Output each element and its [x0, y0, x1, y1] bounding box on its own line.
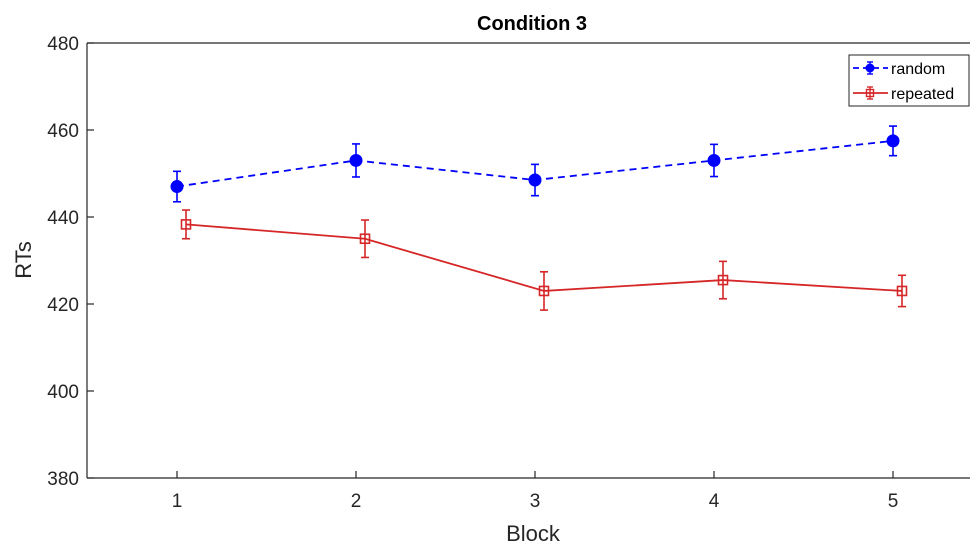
- y-tick-label: 420: [47, 295, 79, 316]
- data-point-random: [170, 180, 184, 194]
- data-point-repeated: [180, 219, 192, 230]
- plot-area: 380 400 420 440 460 480 1 2 3 4 5: [47, 34, 970, 512]
- legend-marker-repeated: [865, 88, 875, 98]
- legend-label-random: random: [891, 61, 945, 78]
- data-point-random: [707, 153, 721, 167]
- data-point-repeated: [717, 274, 729, 286]
- data-point-repeated: [538, 285, 550, 297]
- data-point-repeated: [896, 285, 908, 297]
- x-tick-label: 3: [530, 491, 541, 512]
- x-tick-label: 5: [888, 491, 899, 512]
- legend-box: [848, 54, 970, 107]
- x-ticks: 1 2 3 4 5: [172, 471, 899, 512]
- legend-marker-random: [865, 63, 875, 73]
- data-point-repeated: [359, 233, 371, 245]
- y-tick-label: 440: [47, 208, 79, 229]
- x-tick-label: 1: [172, 491, 183, 512]
- legend-label-repeated: repeated: [891, 86, 954, 103]
- x-tick-label: 2: [351, 491, 362, 512]
- series-layer: [170, 125, 908, 311]
- chart-title: Condition 3: [477, 13, 587, 35]
- y-axis-label: RTs: [11, 241, 36, 279]
- legend: random repeated: [848, 54, 970, 107]
- y-tick-label: 460: [47, 121, 79, 142]
- x-axis-label: Block: [506, 521, 561, 546]
- y-tick-label: 400: [47, 382, 79, 403]
- data-point-random: [528, 173, 542, 187]
- y-ticks: 380 400 420 440 460 480: [47, 34, 94, 490]
- y-tick-label: 380: [47, 469, 79, 490]
- x-tick-label: 4: [709, 491, 720, 512]
- y-tick-label: 480: [47, 34, 79, 55]
- data-point-random: [349, 153, 363, 167]
- data-point-random: [886, 134, 900, 148]
